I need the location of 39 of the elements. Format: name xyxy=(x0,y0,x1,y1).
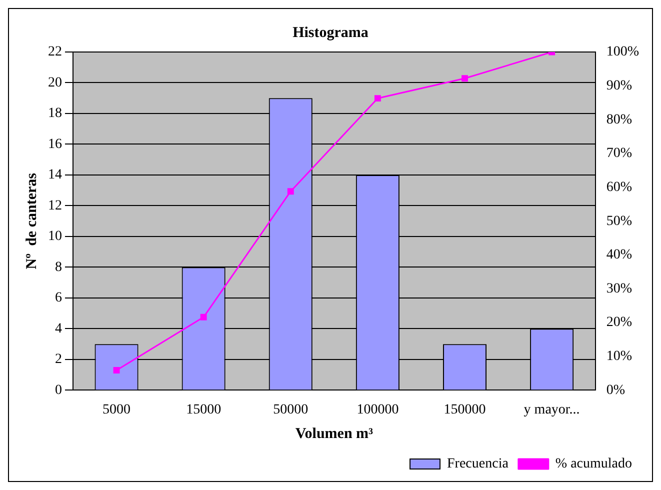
y2-tick-label: 20% xyxy=(606,315,632,330)
y-tick-label: 16 xyxy=(48,136,62,152)
x-tick-label: 150000 xyxy=(444,402,486,418)
x-axis-title: Volumen m³ xyxy=(295,426,374,442)
y-tick-label: 12 xyxy=(48,198,62,214)
legend-label: Frecuencia xyxy=(447,456,510,472)
x-tick-label: 100000 xyxy=(356,402,399,418)
x-tick-label: 5000 xyxy=(102,402,131,418)
x-tick-label: 50000 xyxy=(273,402,308,418)
y2-tick-label: 40% xyxy=(606,248,632,263)
y-tick-label: 6 xyxy=(55,290,62,306)
y-tick-label: 10 xyxy=(48,229,62,244)
x-tick-label: y mayor... xyxy=(524,402,580,418)
y2-tick-label: 70% xyxy=(606,146,632,162)
legend-label: % acumulado xyxy=(555,456,632,472)
y2-tick-label: 10% xyxy=(606,349,632,364)
y-tick-label: 14 xyxy=(48,168,62,183)
y-tick-label: 18 xyxy=(48,106,62,122)
y-tick-label: 20 xyxy=(48,75,62,90)
y2-tick-label: 30% xyxy=(606,281,632,296)
y-tick-label: 8 xyxy=(55,260,62,275)
y2-tick-label: 90% xyxy=(606,78,632,94)
point xyxy=(113,367,120,374)
y2-tick-label: 50% xyxy=(606,214,632,229)
y-tick-label: 4 xyxy=(55,321,62,336)
y-tick-label: 2 xyxy=(55,352,62,368)
y-tick-label: 22 xyxy=(48,44,62,60)
y2-tick-label: 100% xyxy=(606,44,640,60)
x-tick-label: 15000 xyxy=(186,402,222,418)
point xyxy=(374,95,381,102)
point xyxy=(287,188,294,195)
point xyxy=(462,75,468,82)
point xyxy=(200,314,207,320)
y2-tick-label: 60% xyxy=(606,180,632,195)
y2-tick-label: 0% xyxy=(606,382,626,398)
y-tick-label: 0 xyxy=(55,382,62,398)
y2-tick-label: 80% xyxy=(606,112,632,128)
chart-title: Histograma xyxy=(292,24,369,41)
y-axis-title: Nº de canteras xyxy=(24,172,40,270)
